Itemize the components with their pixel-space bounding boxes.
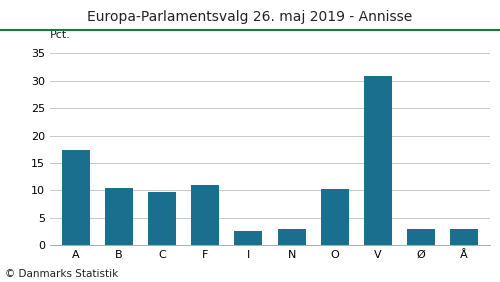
Text: Europa-Parlamentsvalg 26. maj 2019 - Annisse: Europa-Parlamentsvalg 26. maj 2019 - Ann… <box>88 10 412 24</box>
Bar <box>234 231 262 245</box>
Bar <box>192 185 220 245</box>
Bar <box>148 192 176 245</box>
Bar <box>62 150 90 245</box>
Bar <box>364 76 392 245</box>
Bar <box>407 229 435 245</box>
Text: Pct.: Pct. <box>50 30 71 40</box>
Bar <box>278 230 305 245</box>
Bar <box>450 229 478 245</box>
Text: © Danmarks Statistik: © Danmarks Statistik <box>5 269 118 279</box>
Bar <box>320 190 348 245</box>
Bar <box>105 188 133 245</box>
